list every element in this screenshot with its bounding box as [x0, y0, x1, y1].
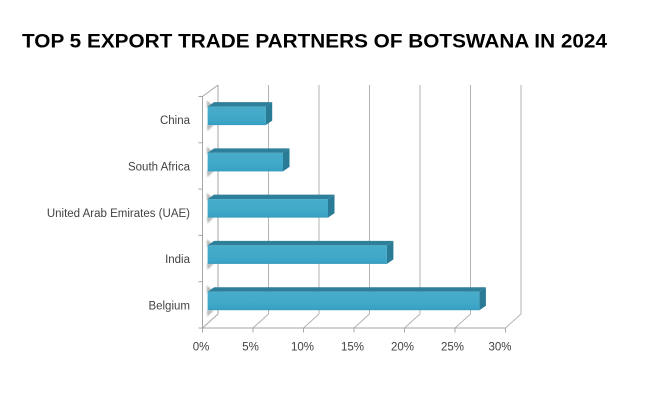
- svg-text:South Africa: South Africa: [128, 162, 191, 174]
- svg-text:Belgium: Belgium: [148, 300, 190, 312]
- svg-text:China: China: [160, 115, 191, 127]
- svg-text:30%: 30%: [488, 342, 511, 354]
- svg-text:20%: 20%: [391, 342, 414, 354]
- svg-text:TOP 5 EXPORT TRADE PARTNERS OF: TOP 5 EXPORT TRADE PARTNERS OF BOTSWANA …: [22, 31, 607, 53]
- svg-text:India: India: [165, 254, 191, 266]
- svg-text:15%: 15%: [341, 342, 364, 354]
- svg-text:United Arab Emirates (UAE): United Arab Emirates (UAE): [47, 208, 190, 220]
- svg-text:0%: 0%: [193, 342, 210, 354]
- svg-text:5%: 5%: [242, 342, 259, 354]
- svg-text:10%: 10%: [291, 342, 314, 354]
- svg-text:25%: 25%: [441, 342, 464, 354]
